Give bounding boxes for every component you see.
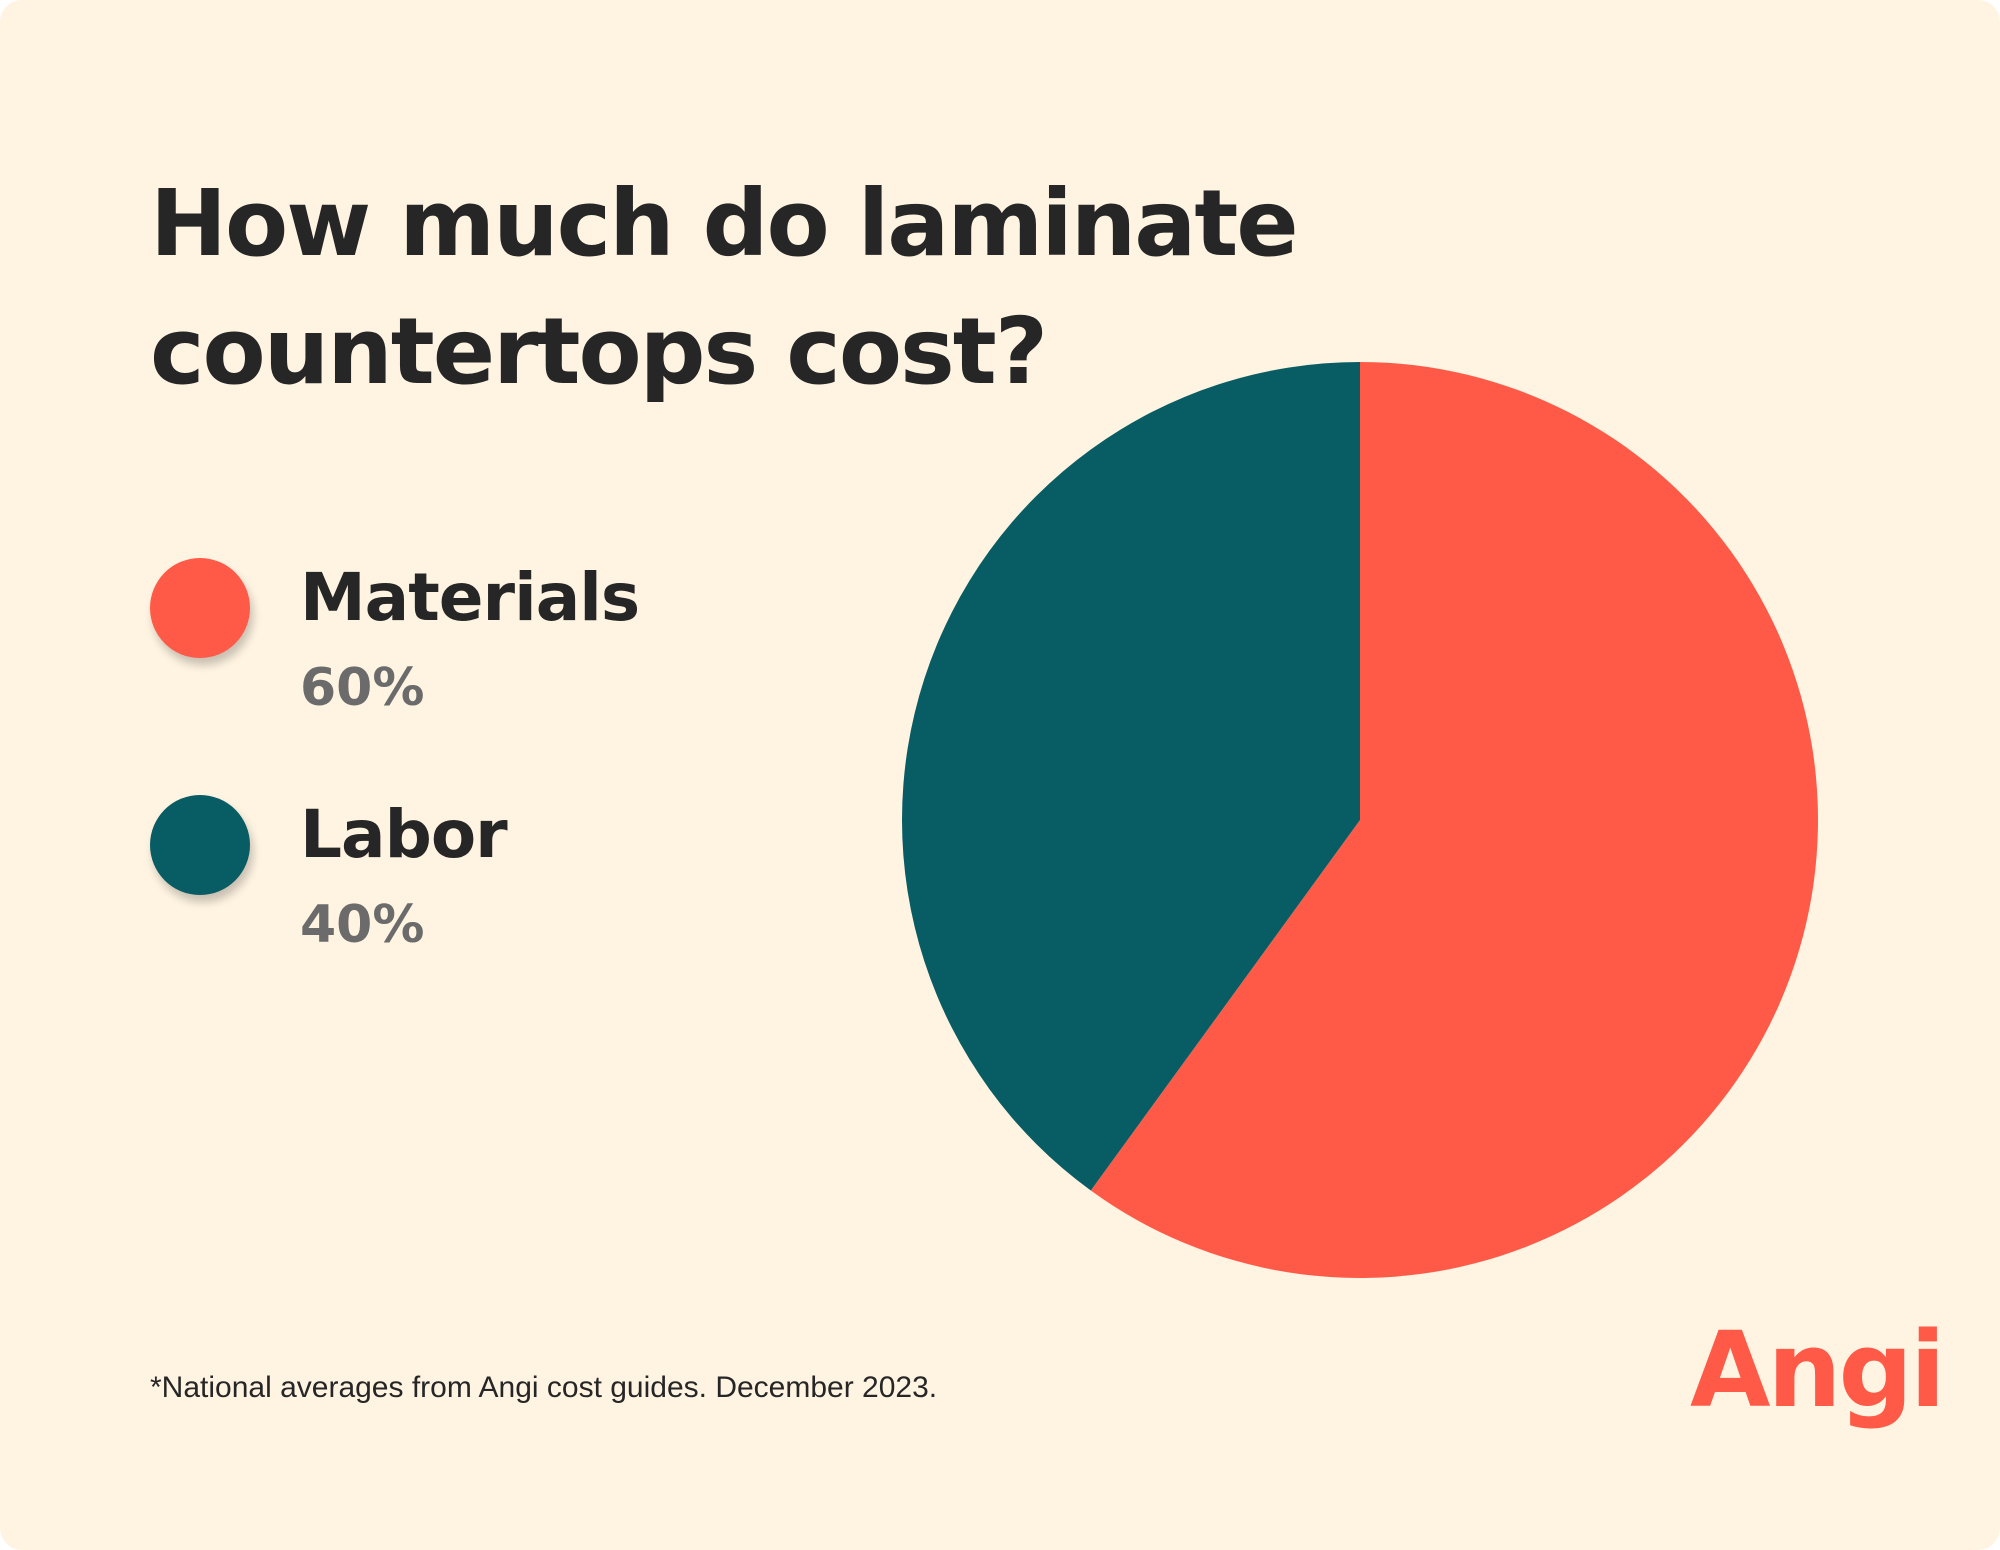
legend-item-materials: Materials 60% [150,548,710,738]
chart-title: How much do laminate countertops cost? [150,160,1299,416]
chart-title-line-2: countertops cost? [150,298,1048,405]
pie-slices [902,362,1818,1278]
pie-chart [902,362,1818,1278]
angi-logo: Angi [1690,1309,1946,1431]
chart-title-line-1: How much do laminate [150,170,1299,277]
pie-slice-labor [902,362,1360,1191]
legend-value-labor: 40% [300,895,425,955]
legend-label-materials: Materials [300,559,640,636]
legend-swatch-labor [150,795,250,895]
legend-value-materials: 60% [300,658,425,718]
legend-item-labor: Labor 40% [150,785,710,975]
pie-slice-materials [1090,362,1818,1278]
legend-label-labor: Labor [300,796,508,873]
source-footnote: *National averages from Angi cost guides… [150,1371,938,1404]
legend-swatch-materials [150,558,250,658]
